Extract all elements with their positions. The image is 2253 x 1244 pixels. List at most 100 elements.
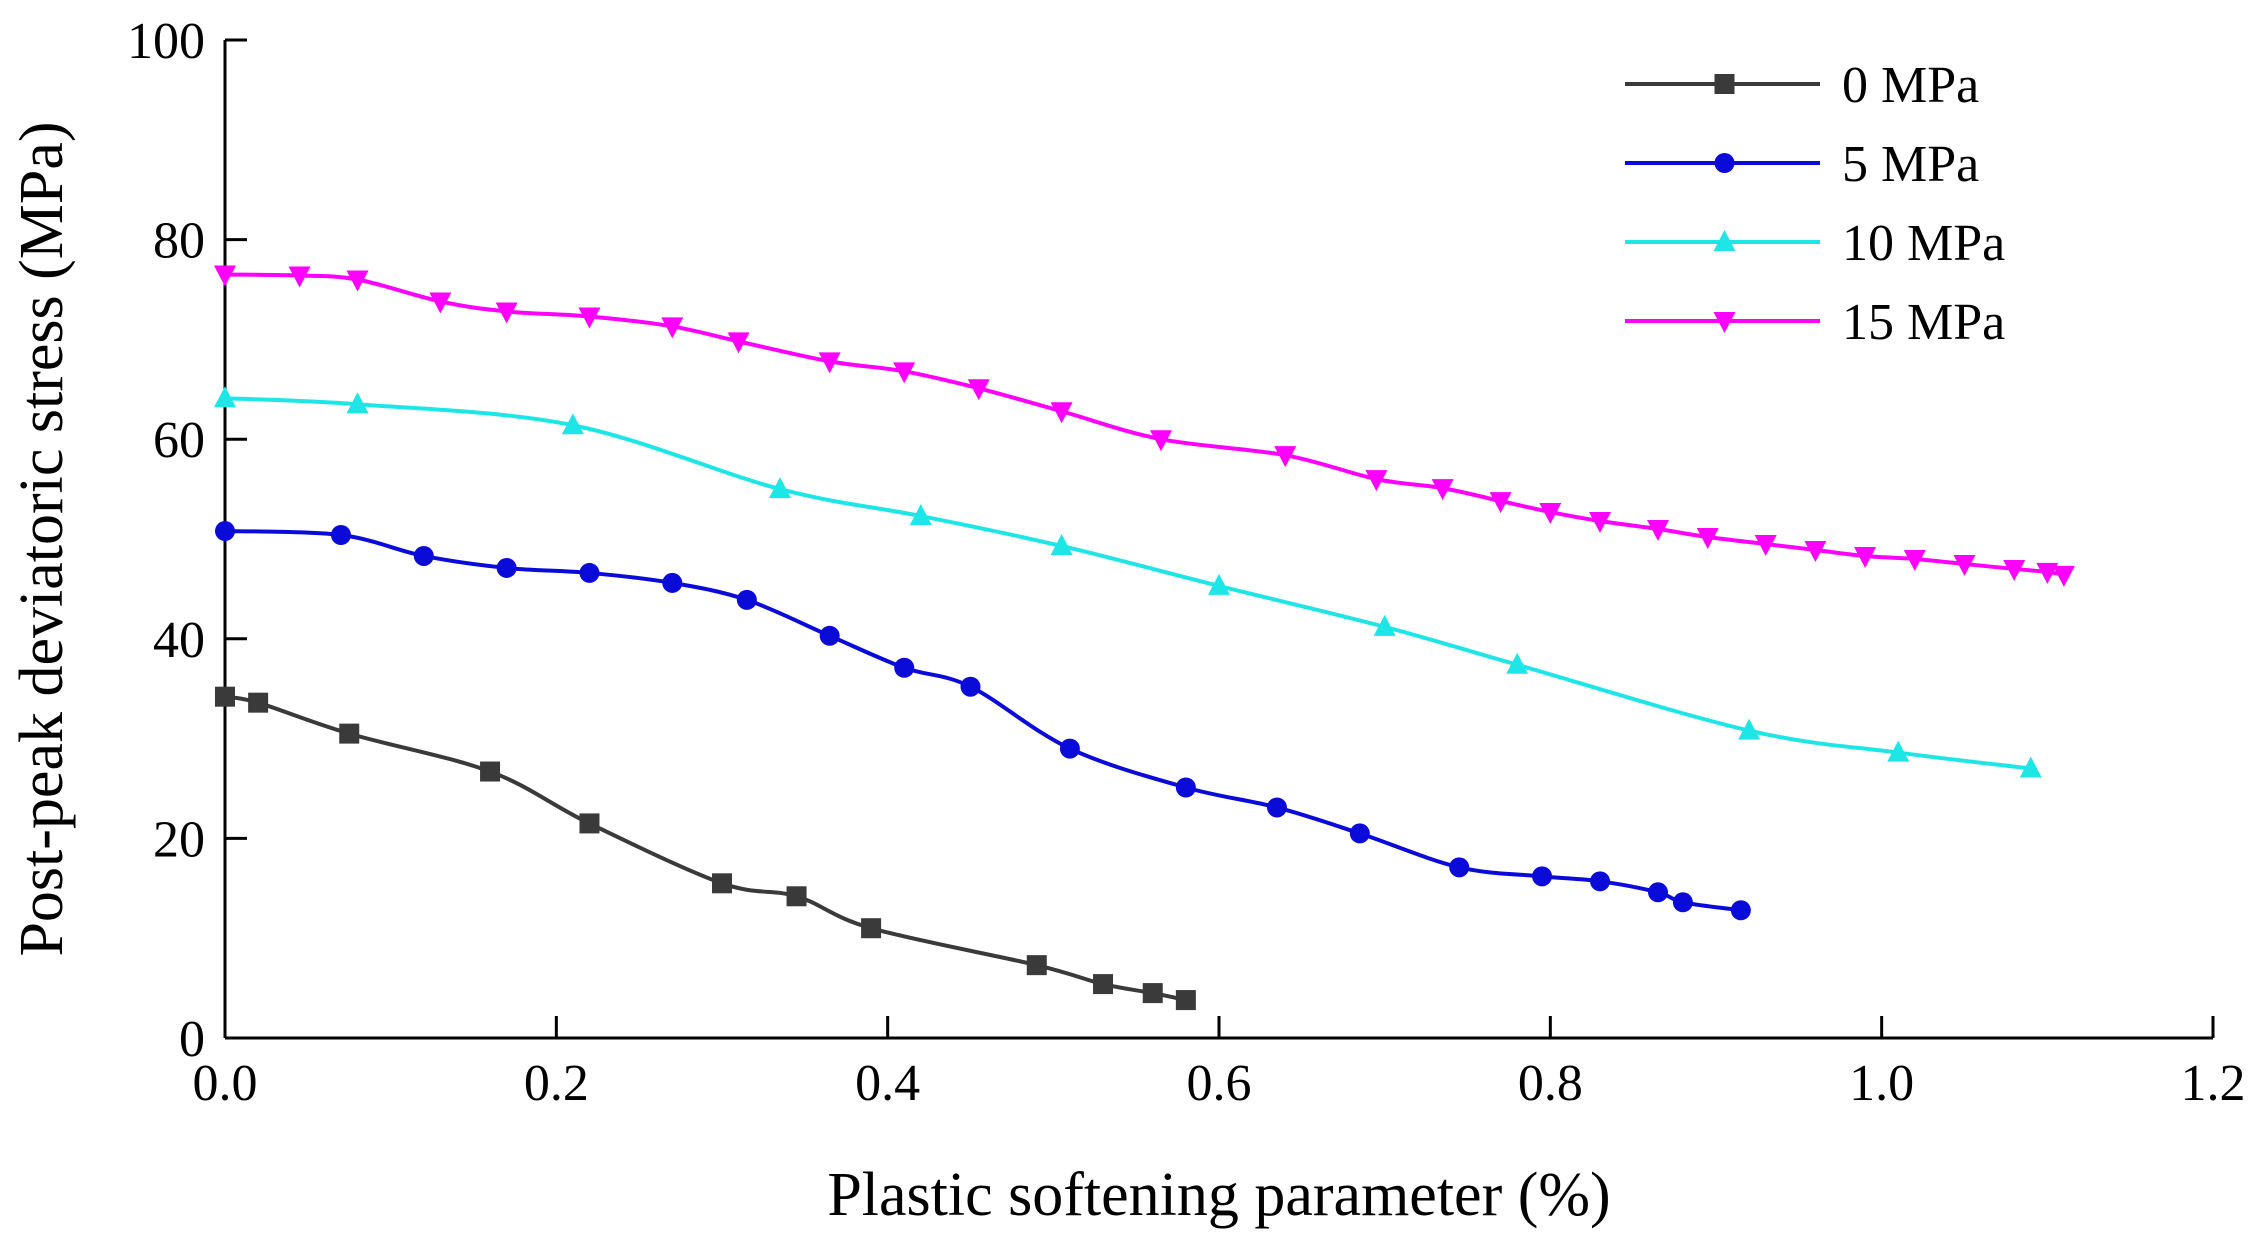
legend-entry: 15 MPa <box>1625 294 2005 351</box>
x-tick-label: 0.6 <box>1187 1055 1252 1112</box>
data-point <box>1648 882 1669 903</box>
data-point <box>967 379 990 401</box>
data-point <box>2036 562 2059 584</box>
data-point <box>1266 797 1287 818</box>
data-point <box>1539 503 1562 525</box>
data-point <box>1589 512 1612 534</box>
data-point <box>1175 990 1196 1011</box>
data-point <box>1647 520 1670 542</box>
data-point <box>819 625 840 646</box>
y-tick-label: 20 <box>153 811 205 868</box>
series-10-mpa <box>214 386 2042 778</box>
series-0-mpa <box>215 686 1196 1011</box>
series-line <box>224 396 2032 771</box>
data-point <box>894 657 915 678</box>
x-tick-label: 0.4 <box>855 1055 920 1112</box>
y-tick-label: 40 <box>153 612 205 669</box>
data-point <box>1903 549 1926 571</box>
y-tick-label: 100 <box>127 13 205 70</box>
data-point <box>1274 446 1297 468</box>
data-point <box>1093 974 1114 995</box>
data-point <box>1696 528 1719 550</box>
data-point <box>712 873 732 894</box>
legend-entry: 10 MPa <box>1625 215 2005 272</box>
data-point <box>1059 738 1080 759</box>
data-point <box>578 307 601 329</box>
data-point <box>346 392 369 414</box>
data-point <box>1738 718 1761 740</box>
data-point <box>1953 554 1976 576</box>
data-point <box>1754 534 1777 556</box>
y-tick-label: 80 <box>153 213 205 270</box>
data-point <box>346 270 369 292</box>
data-point <box>339 723 360 744</box>
data-point <box>736 589 757 610</box>
x-tick-label: 0.0 <box>193 1055 258 1112</box>
data-point <box>1672 892 1693 913</box>
data-point <box>496 557 517 578</box>
data-point <box>893 362 916 384</box>
data-point <box>330 525 351 546</box>
data-point <box>579 813 600 834</box>
legend-marker <box>1713 230 1736 251</box>
data-point <box>2003 559 2026 581</box>
y-axis-title: Post-peak deviatoric stress (MPa) <box>8 121 76 956</box>
y-tick-label: 0 <box>179 1011 205 1068</box>
data-point <box>495 302 518 324</box>
legend-label: 0 MPa <box>1842 57 1979 114</box>
data-point <box>1349 823 1370 844</box>
data-point <box>214 265 236 287</box>
data-point <box>579 562 600 583</box>
series-15-mpa <box>214 265 2075 587</box>
legend-entry: 0 MPa <box>1625 57 1979 114</box>
legend-marker <box>1714 153 1735 173</box>
data-point <box>413 545 434 566</box>
data-point <box>960 676 981 697</box>
series-line <box>224 529 1742 913</box>
x-tick-label: 1.0 <box>1849 1055 1914 1112</box>
data-point <box>1887 740 1910 762</box>
data-point <box>1142 983 1163 1004</box>
data-point <box>768 477 791 499</box>
data-point <box>215 521 235 542</box>
data-point <box>1506 652 1529 674</box>
data-point <box>1150 430 1173 452</box>
data-point <box>214 386 236 408</box>
data-point <box>248 692 269 713</box>
data-point <box>909 504 932 526</box>
data-point <box>1050 533 1073 555</box>
data-point <box>2052 565 2075 587</box>
legend-entry: 5 MPa <box>1625 136 1979 193</box>
data-point <box>480 761 501 782</box>
data-point <box>429 292 452 314</box>
legend-label: 5 MPa <box>1842 136 1979 193</box>
data-point <box>2019 756 2042 778</box>
legend-marker <box>1714 74 1735 94</box>
data-point <box>786 886 807 907</box>
series-line <box>224 694 1187 1003</box>
y-tick-label: 60 <box>153 412 205 469</box>
data-point <box>215 686 235 707</box>
data-point <box>818 352 841 374</box>
data-point <box>1208 573 1230 595</box>
data-point <box>1854 546 1877 568</box>
data-point <box>1175 777 1196 798</box>
x-tick-label: 0.2 <box>524 1055 589 1112</box>
axes: 0.0 0.2 0.4 0.6 0.8 1.0 1.2 0 20 40 60 80 100 <box>127 13 2246 1112</box>
data-point <box>1489 492 1512 514</box>
legend-marker <box>1713 312 1736 333</box>
data-point <box>1730 900 1751 921</box>
data-point <box>1365 470 1388 492</box>
data-point <box>1373 614 1396 636</box>
legend-label: 15 MPa <box>1842 294 2005 351</box>
legend-label: 10 MPa <box>1842 215 2005 272</box>
data-point <box>1590 871 1611 892</box>
legend: 0 MPa 5 MPa 10 MPa 15 MPa <box>1625 57 2005 351</box>
x-tick-label: 0.8 <box>1518 1055 1583 1112</box>
data-point <box>1431 479 1454 501</box>
data-point <box>661 317 684 339</box>
series-5-mpa <box>215 521 1751 921</box>
x-tick-label: 1.2 <box>2181 1055 2246 1112</box>
